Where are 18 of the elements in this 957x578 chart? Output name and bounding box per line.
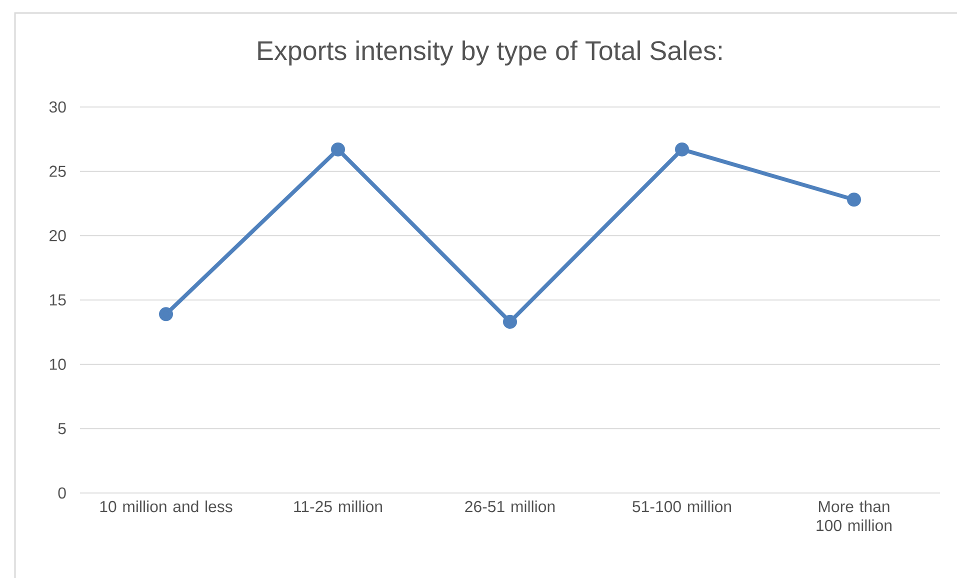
x-tick-label: 51-100 million [632,500,731,512]
chart-title: Exports intensity by type of Total Sales: [258,40,722,66]
y-tick-label: 10 [50,358,66,370]
y-tick-label: 20 [50,230,66,242]
y-tick-label: 5 [58,423,66,434]
y-tick-label: 25 [50,166,66,177]
point [503,314,518,329]
point [675,142,690,156]
x-tick-label: 11-25 million [294,500,382,512]
x-tick-label: 26-51 million [465,500,555,512]
y-tick-label: 30 [49,101,66,113]
point [847,192,862,207]
x-tick-label: 10 million and less [100,500,232,512]
point [331,142,346,156]
y-tick-label: 15 [50,294,66,306]
y-tick-label: 0 [58,487,66,499]
x-tick-label: More than 100 million [816,500,892,532]
point [159,307,174,322]
